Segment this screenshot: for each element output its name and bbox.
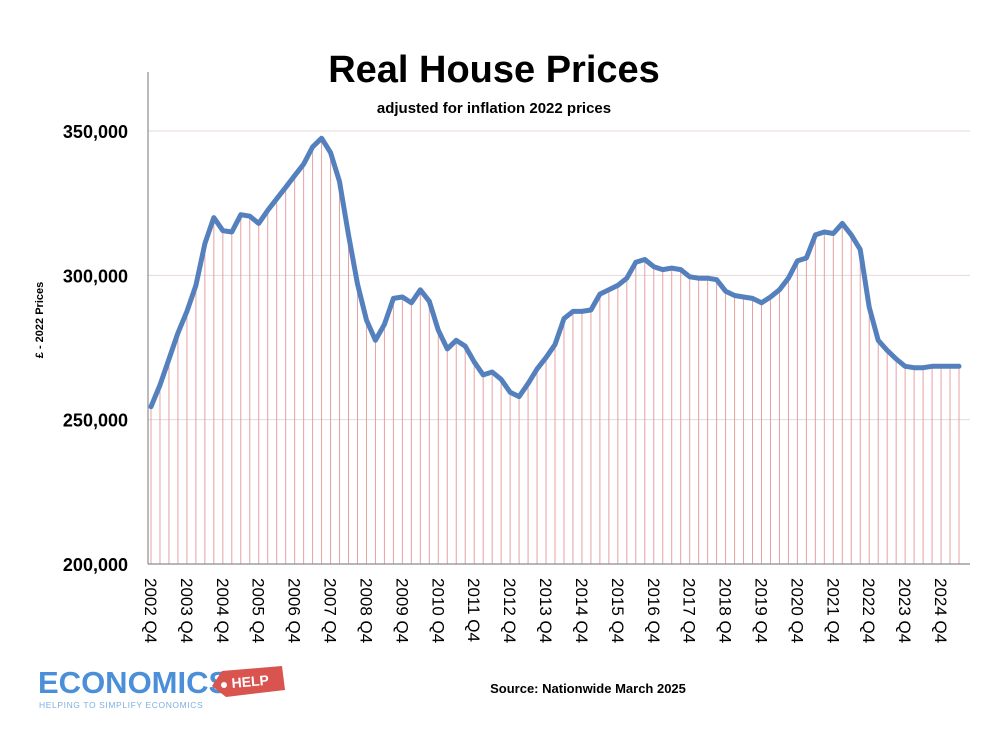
x-tick-label: 2005 Q4 <box>249 578 268 643</box>
x-tick-label: 2014 Q4 <box>572 578 591 643</box>
x-tick-label: 2024 Q4 <box>931 578 950 643</box>
x-tick-label: 2017 Q4 <box>680 578 699 643</box>
chart-title: Real House Prices <box>328 49 660 91</box>
x-tick-label: 2019 Q4 <box>751 578 770 643</box>
y-tick-label: 200,000 <box>63 555 128 575</box>
series-line <box>148 135 962 410</box>
axes <box>147 72 970 565</box>
logo-tag-text: HELP <box>231 672 270 691</box>
x-tick-label: 2021 Q4 <box>823 578 842 643</box>
x-tick-label: 2013 Q4 <box>536 578 555 643</box>
chart-subtitle: adjusted for inflation 2022 prices <box>377 100 611 117</box>
x-tick-label: 2010 Q4 <box>428 578 447 643</box>
x-tick-label: 2004 Q4 <box>213 578 232 643</box>
x-tick-label: 2008 Q4 <box>356 578 375 643</box>
x-tick-label: 2020 Q4 <box>787 578 806 643</box>
y-tick-label: 250,000 <box>63 411 128 431</box>
x-tick-label: 2006 Q4 <box>285 578 304 643</box>
x-tick-label: 2009 Q4 <box>392 578 411 643</box>
x-tick-label: 2007 Q4 <box>321 578 340 643</box>
y-axis-label: £ - 2022 Prices <box>34 282 46 358</box>
tag-hole-icon <box>221 682 227 688</box>
logo-tagline: HELPING TO SIMPLIFY ECONOMICS <box>39 700 203 710</box>
x-tick-label: 2002 Q4 <box>141 578 160 643</box>
logo-help-tag: HELP <box>212 666 285 697</box>
x-tick-label: 2003 Q4 <box>177 578 196 643</box>
y-tick-labels: 200,000 250,000 300,000 350,000 <box>63 122 128 575</box>
x-tick-label: 2023 Q4 <box>895 578 914 643</box>
x-tick-label: 2016 Q4 <box>644 578 663 643</box>
logo-wordmark: ECONOMICS <box>38 665 229 700</box>
x-tick-label: 2011 Q4 <box>464 578 483 642</box>
gridlines <box>148 130 970 421</box>
x-tick-label: 2012 Q4 <box>500 578 519 643</box>
source-note: Source: Nationwide March 2025 <box>490 681 686 696</box>
drop-lines <box>150 138 960 564</box>
x-tick-label: 2022 Q4 <box>859 578 878 643</box>
y-tick-label: 300,000 <box>63 266 128 286</box>
x-tick-label: 2015 Q4 <box>608 578 627 643</box>
economics-help-logo: ECONOMICS HELP HELPING TO SIMPLIFY ECONO… <box>38 665 285 710</box>
x-tick-labels: 2002 Q4 2003 Q4 2004 Q4 2005 Q4 2006 Q4 2007 … <box>141 578 950 643</box>
y-tick-label: 350,000 <box>63 122 128 142</box>
x-tick-label: 2018 Q4 <box>716 578 735 643</box>
